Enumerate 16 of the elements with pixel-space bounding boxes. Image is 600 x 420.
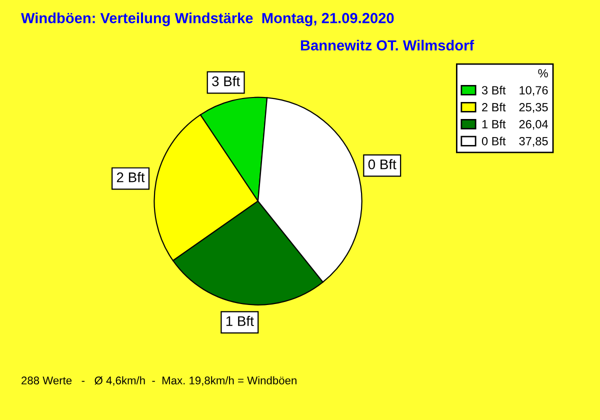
- legend-title: %: [538, 69, 548, 78]
- legend-label: 1 Bft: [482, 120, 506, 128]
- slice-label: 0 Bft: [368, 159, 396, 170]
- data-label: 10,76: [520, 86, 548, 96]
- slice-label: 1 Bft: [226, 316, 254, 326]
- data-label: 37,85: [519, 136, 548, 147]
- legend-label: 3 Bft: [482, 86, 506, 94]
- chart-title: Windböen: Verteilung Windstärke Montag, 21.09.2020: [21, 12, 394, 26]
- legend-label: 2 Bft: [482, 102, 506, 112]
- slice-label: 3 Bft: [212, 76, 240, 86]
- legend-label: 0 Bft: [482, 136, 506, 146]
- data-label: 25,35: [519, 103, 548, 113]
- data-label: 26,04: [519, 120, 548, 130]
- chart-subtitle: Bannewitz OT. Wilmsdorf: [300, 40, 474, 51]
- text: 288 Werte - Ø 4,6km/h - Max. 19,8km/h = Windböen: [22, 376, 296, 386]
- slice-label: 2 Bft: [116, 172, 145, 182]
